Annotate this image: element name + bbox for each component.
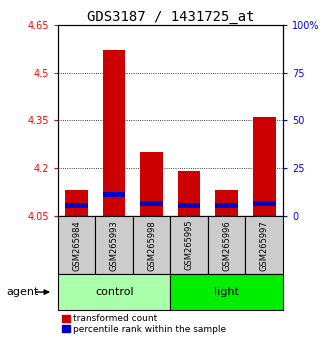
Text: GSM265997: GSM265997 [260, 220, 269, 270]
Bar [133, 216, 170, 274]
Bar [170, 216, 208, 274]
Title: GDS3187 / 1431725_at: GDS3187 / 1431725_at [87, 10, 254, 24]
Text: GSM265993: GSM265993 [110, 220, 119, 270]
Bar [253, 201, 275, 206]
Bar [253, 117, 275, 216]
Bar [66, 190, 88, 216]
Bar [103, 50, 125, 216]
Bar [215, 203, 238, 208]
Text: GSM265996: GSM265996 [222, 220, 231, 270]
Bar [208, 216, 246, 274]
Text: agent: agent [7, 287, 39, 297]
Text: GSM265995: GSM265995 [185, 220, 194, 270]
Bar [215, 190, 238, 216]
Bar [246, 216, 283, 274]
Text: light: light [214, 287, 239, 297]
Bar [103, 192, 125, 197]
Bar [140, 152, 163, 216]
Text: GSM265984: GSM265984 [72, 220, 81, 270]
Bar [58, 274, 170, 310]
Bar [66, 203, 88, 208]
Bar [178, 203, 201, 208]
Legend: transformed count, percentile rank within the sample: transformed count, percentile rank withi… [63, 314, 226, 334]
Bar [95, 216, 133, 274]
Text: control: control [95, 287, 133, 297]
Bar [140, 201, 163, 206]
Text: GSM265998: GSM265998 [147, 220, 156, 270]
Bar [58, 216, 95, 274]
Bar [170, 274, 283, 310]
Bar [178, 171, 201, 216]
